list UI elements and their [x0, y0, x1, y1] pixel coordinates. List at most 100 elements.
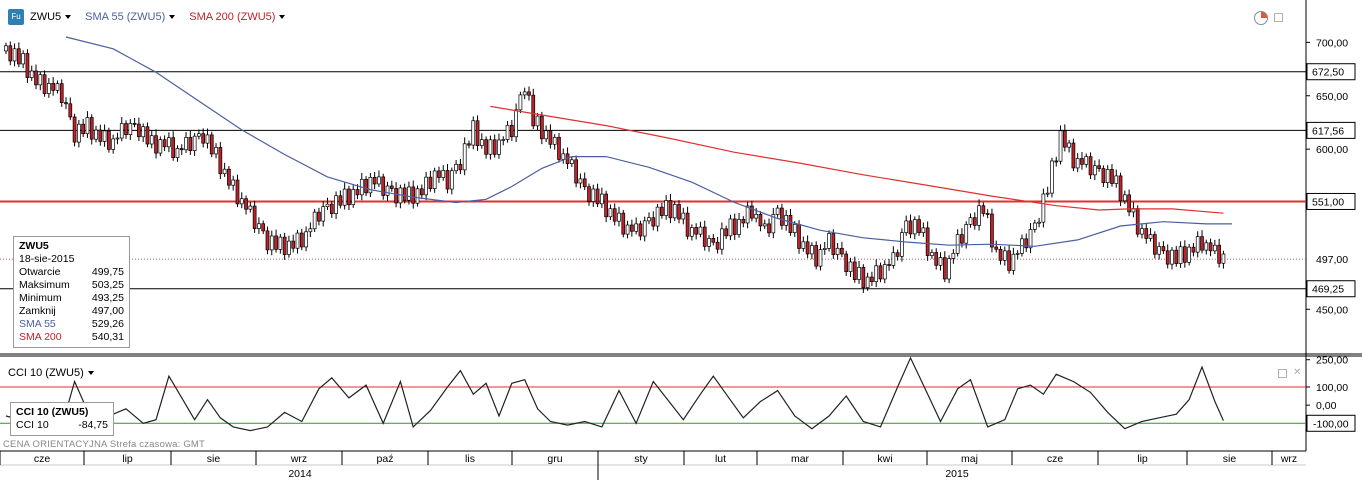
candle-body: [171, 137, 176, 158]
candle-body: [501, 139, 506, 141]
maximize-icon[interactable]: [1278, 369, 1287, 378]
candle-body: [514, 109, 518, 138]
candle-body: [912, 219, 917, 235]
candle-body: [835, 247, 840, 255]
candle-body: [600, 193, 604, 205]
candle-body: [21, 53, 25, 65]
candle-body: [942, 257, 947, 280]
candle-body: [1213, 244, 1217, 252]
cci-selector[interactable]: CCI 10 (ZWU5): [8, 367, 94, 379]
candle-body: [394, 188, 398, 204]
candle-body: [475, 120, 480, 146]
candle-body: [818, 249, 823, 267]
sma55-selector[interactable]: SMA 55 (ZWU5): [85, 11, 183, 23]
candle-body: [218, 147, 223, 175]
chevron-down-icon: [169, 15, 176, 19]
candle-body: [797, 223, 801, 249]
candle-body: [1105, 169, 1110, 184]
candle-body: [329, 203, 334, 214]
candle-body: [762, 223, 767, 227]
candle-body: [852, 261, 857, 280]
info-row-sma55: SMA 55 529,26: [19, 318, 124, 331]
candle-body: [998, 248, 1003, 261]
candle-body: [677, 204, 681, 220]
candle-body: [471, 120, 476, 146]
candle-body: [557, 136, 561, 160]
candle-body: [535, 115, 540, 127]
candle-body: [137, 123, 141, 138]
y-tick-label: 650,00: [1316, 91, 1348, 103]
maximize-icon[interactable]: [1274, 13, 1283, 22]
cci-y-tick-label: 100,00: [1316, 382, 1348, 394]
candle-body: [1050, 160, 1054, 194]
candle-body: [1097, 165, 1101, 169]
candle-body: [278, 236, 283, 250]
candle-body: [904, 220, 909, 233]
candle-body: [780, 207, 784, 226]
close-icon[interactable]: ✕: [1293, 367, 1302, 378]
candle-body: [934, 252, 939, 266]
cci-level-box: [1306, 414, 1356, 432]
symbol-selector[interactable]: ZWU5: [30, 11, 79, 23]
candle-body: [801, 241, 806, 249]
cci-pane-controls: ✕: [1278, 367, 1302, 378]
candle-body: [351, 189, 356, 206]
y-tick-label: 700,00: [1316, 37, 1348, 49]
candle-body: [1161, 246, 1166, 252]
month-label: lis: [465, 453, 475, 465]
candle-body: [805, 241, 810, 255]
candle-body: [458, 163, 463, 171]
candle-body: [857, 267, 861, 280]
cci-box-value: -84,75: [78, 419, 108, 431]
chevron-down-icon: [279, 15, 286, 19]
candle-body: [539, 115, 544, 140]
candle-body: [844, 253, 849, 272]
candle-body: [981, 205, 986, 214]
cci-y-tick-label: 0,00: [1316, 400, 1337, 412]
clock-icon[interactable]: [1254, 11, 1268, 25]
candle-body: [574, 159, 578, 184]
candle-body: [728, 218, 733, 237]
candle-body: [848, 261, 853, 272]
sma200-selector[interactable]: SMA 200 (ZWU5): [189, 11, 293, 23]
candle-body: [938, 257, 943, 266]
candle-body: [479, 139, 484, 146]
candle-body: [89, 117, 94, 140]
candle-body: [85, 117, 90, 135]
candle-body: [12, 48, 17, 62]
candle-body: [411, 186, 416, 204]
month-label: gru: [547, 453, 562, 465]
candle-body: [711, 237, 716, 243]
candle-body: [72, 116, 77, 143]
candle-body: [1118, 175, 1123, 202]
candle-body: [454, 163, 458, 172]
candle-body: [449, 170, 454, 190]
candle-body: [831, 233, 836, 255]
candle-body: [432, 170, 437, 189]
candle-body: [737, 219, 741, 235]
candle-body: [630, 224, 634, 232]
candle-body: [960, 234, 964, 244]
candle-body: [668, 200, 673, 219]
candle-body: [531, 94, 536, 127]
candle-body: [415, 188, 420, 204]
candle-body: [694, 227, 699, 235]
year-label: 2014: [288, 468, 312, 480]
cci-box-row: CCI 10 -84,75: [16, 419, 108, 432]
candle-body: [595, 188, 600, 205]
candle-body: [34, 70, 38, 86]
candle-body: [304, 231, 308, 248]
candle-body: [222, 168, 227, 175]
candle-body: [308, 228, 313, 233]
month-label: lut: [715, 453, 726, 465]
candle-body: [239, 198, 244, 205]
info-row-close: Zamknij 497,00: [19, 305, 124, 318]
candle-body: [188, 137, 193, 151]
candle-body: [608, 208, 613, 218]
ohlc-info-box: ZWU5 18-sie-2015 Otwarcie 499,75 Maksimu…: [13, 236, 130, 348]
candle-body: [295, 232, 300, 249]
candle-body: [900, 232, 904, 257]
candle-body: [810, 245, 814, 255]
